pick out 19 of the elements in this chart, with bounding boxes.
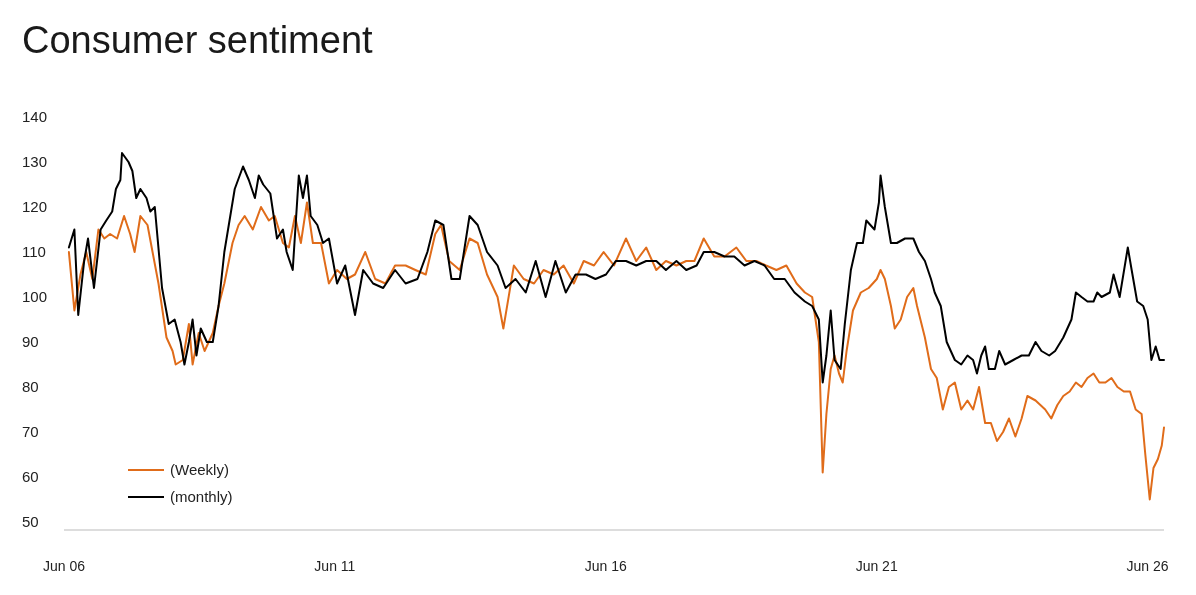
y-tick-label: 110: [22, 243, 46, 261]
chart-title: Consumer sentiment: [22, 19, 374, 61]
x-tick-label: Jun 16: [584, 558, 628, 574]
x-tick-label: Jun 11: [314, 558, 356, 574]
y-tick-label: 80: [22, 378, 39, 396]
x-tick-label: Jun 21: [855, 558, 898, 574]
y-tick-label: 130: [22, 153, 48, 171]
y-tick-label: 100: [22, 288, 48, 306]
x-tick-label: Jun 06: [42, 558, 86, 574]
legend-label: (monthly): [170, 488, 233, 506]
x-tick-label: Jun 26: [1126, 558, 1169, 574]
y-tick-label: 70: [22, 423, 39, 441]
y-tick-label: 120: [22, 198, 48, 216]
y-tick-label: 60: [22, 468, 39, 486]
line-series: [67, 152, 1165, 384]
y-tick-label: 50: [22, 513, 39, 531]
y-tick-label: 90: [22, 333, 39, 351]
y-tick-label: 140: [22, 108, 48, 126]
legend-label: (Weekly): [170, 461, 229, 479]
